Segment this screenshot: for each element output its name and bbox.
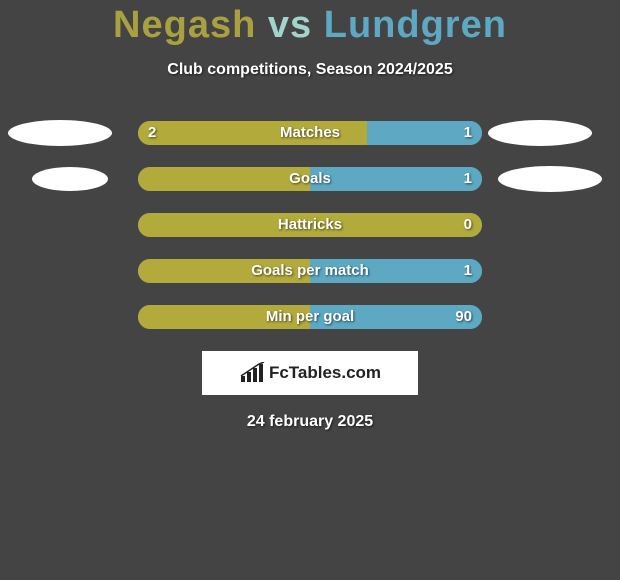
decorative-ellipse xyxy=(498,166,602,192)
player1-name: Negash xyxy=(113,4,256,46)
vs-text: vs xyxy=(268,4,312,46)
bar-fill-left xyxy=(138,167,310,191)
bar-value-right: 1 xyxy=(464,259,472,283)
player2-name: Lundgren xyxy=(324,4,507,46)
bar-fill-right xyxy=(310,167,482,191)
brand-chart-icon xyxy=(239,362,265,384)
bar-value-right: 90 xyxy=(455,305,472,329)
bar-fill-left xyxy=(138,305,310,329)
bar-value-right: 1 xyxy=(464,121,472,145)
bar-track xyxy=(138,305,482,329)
bar-fill-left xyxy=(138,259,310,283)
decorative-ellipse xyxy=(488,120,592,146)
bar-track xyxy=(138,121,482,145)
stat-row: Matches21 xyxy=(0,121,620,145)
stat-row: Hattricks0 xyxy=(0,213,620,237)
bar-track xyxy=(138,213,482,237)
bar-value-right: 0 xyxy=(464,213,472,237)
brand-text: FcTables.com xyxy=(269,363,381,383)
decorative-ellipse xyxy=(32,167,108,191)
bars-region: Matches21Goals1Hattricks0Goals per match… xyxy=(0,121,620,329)
decorative-ellipse xyxy=(8,120,112,146)
brand-box[interactable]: FcTables.com xyxy=(202,351,418,395)
bar-track xyxy=(138,259,482,283)
subtitle: Club competitions, Season 2024/2025 xyxy=(0,61,620,79)
bar-fill-right xyxy=(310,259,482,283)
bar-fill-left xyxy=(138,213,482,237)
page-title: Negash vs Lundgren xyxy=(0,4,620,47)
stats-comparison-card: Negash vs Lundgren Club competitions, Se… xyxy=(0,0,620,431)
date-line: 24 february 2025 xyxy=(0,413,620,431)
stat-row: Goals per match1 xyxy=(0,259,620,283)
bar-fill-left xyxy=(138,121,367,145)
stat-row: Goals1 xyxy=(0,167,620,191)
bar-track xyxy=(138,167,482,191)
bar-value-left: 2 xyxy=(148,121,156,145)
stat-row: Min per goal90 xyxy=(0,305,620,329)
bar-value-right: 1 xyxy=(464,167,472,191)
